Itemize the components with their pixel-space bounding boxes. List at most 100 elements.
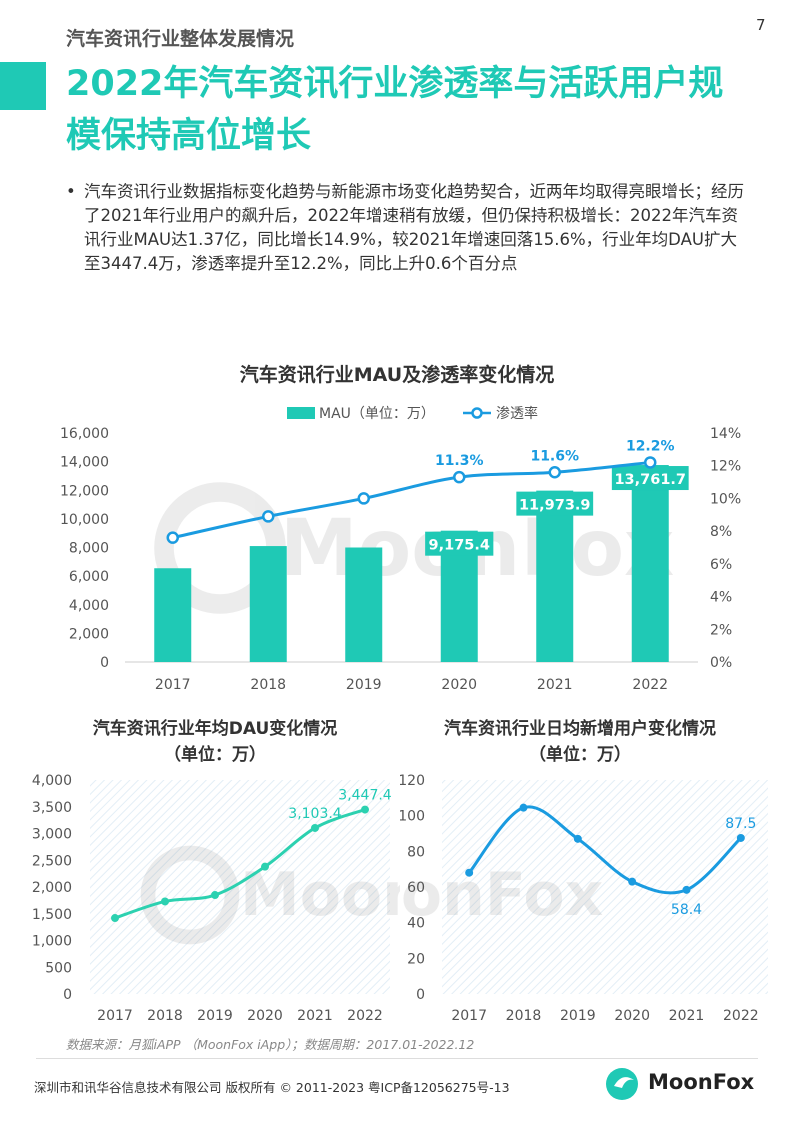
mau-data-label: 11,973.9 bbox=[519, 498, 591, 514]
chart-title-dau-main: 汽车资讯行业年均DAU变化情况 bbox=[92, 719, 338, 739]
summary-bullet: • 汽车资讯行业数据指标变化趋势与新能源市场变化趋势契合，近两年均取得亮眼增长；… bbox=[66, 180, 746, 276]
data-source-note: 数据来源：月狐iAPP （MoonFox iApp）；数据周期：2017.01-… bbox=[66, 1037, 475, 1052]
x-tick-label: 2020 bbox=[247, 1008, 283, 1024]
moonfox-watermark: MoonFox bbox=[140, 845, 400, 945]
summary-text: 汽车资讯行业数据指标变化趋势与新能源市场变化趋势契合，近两年均取得亮眼增长；经历… bbox=[84, 182, 744, 273]
series-point bbox=[211, 891, 219, 900]
penetration-point bbox=[357, 492, 370, 505]
series-data-label: 3,103.4 bbox=[288, 806, 342, 822]
y-left-tick-label: 2,000 bbox=[69, 626, 109, 642]
y-right-tick-label: 4% bbox=[710, 590, 732, 606]
legend-marker-penetration bbox=[471, 407, 483, 419]
mau-bar bbox=[536, 490, 574, 662]
y-tick-label: 40 bbox=[407, 916, 425, 932]
y-tick-label: 100 bbox=[400, 809, 425, 825]
legend-label-mau: MAU（单位：万） bbox=[319, 406, 435, 422]
y-left-tick-label: 8,000 bbox=[69, 541, 109, 557]
y-tick-label: 500 bbox=[45, 960, 72, 976]
mau-penetration-chart: MoonFox MAU（单位：万） 渗透率 0 2,000 4,000 6,000 8,000… bbox=[60, 405, 741, 693]
y-tick-label: 3,000 bbox=[32, 827, 72, 843]
plot-background bbox=[442, 780, 768, 994]
penetration-point bbox=[262, 510, 275, 523]
page-title: 2022年汽车资讯行业渗透率与活跃用户规模保持高位增长 bbox=[66, 64, 724, 156]
y-right-tick-label: 2% bbox=[710, 622, 732, 638]
accent-bar bbox=[0, 62, 46, 110]
y-left-tick-label: 10,000 bbox=[60, 512, 109, 528]
series-point bbox=[682, 885, 691, 894]
mau-data-label: 13,761.7 bbox=[614, 472, 686, 488]
y-tick-label: 0 bbox=[63, 987, 72, 1003]
moonfox-watermark: MoonFox bbox=[154, 482, 674, 614]
x-tick-label: 2018 bbox=[506, 1008, 542, 1024]
x-tick-label: 2022 bbox=[347, 1008, 383, 1024]
y-left-tick-label: 4,000 bbox=[69, 598, 109, 614]
y-tick-label: 2,500 bbox=[32, 853, 72, 869]
watermark-text: MoonFox bbox=[400, 860, 603, 930]
x-tick-label: 2017 bbox=[97, 1008, 133, 1024]
dau-chart: MoonFox 0 500 1,000 1,500 2,000 2,500 3,000 3,50… bbox=[32, 773, 400, 1024]
y-tick-label: 1,000 bbox=[32, 934, 72, 950]
series-data-label: 87.5 bbox=[725, 816, 756, 832]
series-point bbox=[628, 877, 637, 886]
y-right-tick-label: 8% bbox=[710, 524, 732, 540]
penetration-point bbox=[548, 466, 561, 479]
y-tick-label: 2,000 bbox=[32, 880, 72, 896]
mau-data-label: 9,175.4 bbox=[429, 538, 490, 554]
series-point bbox=[261, 862, 269, 871]
plot-background bbox=[90, 780, 390, 994]
moonfox-logo: MoonFox bbox=[604, 1066, 764, 1102]
series-line bbox=[114, 808, 366, 920]
x-tick-label: 2020 bbox=[441, 677, 477, 693]
y-left-tick-label: 12,000 bbox=[60, 483, 109, 499]
y-tick-label: 20 bbox=[407, 951, 425, 967]
chart-title-dau: 汽车资讯行业年均DAU变化情况 （单位：万） bbox=[20, 716, 410, 768]
chart-title-new-users-main: 汽车资讯行业日均新增用户变化情况 bbox=[444, 719, 716, 739]
watermark-logo-icon bbox=[140, 845, 240, 945]
mau-data-label-bg bbox=[516, 491, 594, 516]
x-tick-label: 2019 bbox=[346, 677, 382, 693]
series-point bbox=[111, 914, 119, 923]
x-tick-label: 2018 bbox=[147, 1008, 183, 1024]
y-right-tick-label: 6% bbox=[710, 557, 732, 573]
penetration-line bbox=[172, 460, 651, 540]
series-point bbox=[519, 803, 528, 812]
x-tick-label: 2018 bbox=[250, 677, 286, 693]
moonfox-logo-icon bbox=[606, 1068, 638, 1100]
moonfox-logo-text: MoonFox bbox=[648, 1070, 755, 1094]
y-left-tick-label: 14,000 bbox=[60, 455, 109, 471]
y-tick-label: 3,500 bbox=[32, 800, 72, 816]
new-users-chart: MoonFox 0 20 40 60 80 100 120 2017 2018 2019 2020 20… bbox=[400, 773, 768, 1024]
x-tick-label: 2017 bbox=[451, 1008, 487, 1024]
bullet-dot: • bbox=[66, 182, 76, 201]
penetration-data-label: 11.3% bbox=[435, 453, 484, 469]
y-tick-label: 60 bbox=[407, 880, 425, 896]
series-point bbox=[465, 868, 474, 877]
mau-bar bbox=[631, 465, 669, 662]
x-tick-label: 2021 bbox=[669, 1008, 705, 1024]
x-tick-label: 2019 bbox=[560, 1008, 596, 1024]
watermark-text: MoonFox bbox=[240, 860, 400, 930]
series-point bbox=[573, 834, 582, 843]
chart-title-mau: 汽车资讯行业MAU及渗透率变化情况 bbox=[239, 364, 555, 386]
chart-title-new-users: 汽车资讯行业日均新增用户变化情况 （单位：万） bbox=[400, 716, 760, 768]
y-right-tick-label: 10% bbox=[710, 491, 741, 507]
series-point bbox=[311, 823, 319, 832]
x-tick-label: 2021 bbox=[297, 1008, 333, 1024]
mau-data-label-bg bbox=[611, 466, 689, 491]
series-point bbox=[161, 897, 169, 906]
series-data-label: 3,447.4 bbox=[338, 788, 392, 804]
copyright-text: 深圳市和讯华谷信息技术有限公司 版权所有 © 2011-2023 粤ICP备12… bbox=[34, 1080, 510, 1095]
page-number: 7 bbox=[756, 16, 766, 34]
mau-bar bbox=[154, 568, 192, 662]
y-tick-label: 120 bbox=[400, 773, 425, 789]
penetration-data-label: 11.6% bbox=[530, 448, 579, 464]
mau-bar bbox=[345, 547, 383, 662]
series-line bbox=[467, 805, 742, 895]
x-tick-label: 2019 bbox=[197, 1008, 233, 1024]
x-tick-label: 2017 bbox=[155, 677, 191, 693]
series-data-label: 58.4 bbox=[671, 902, 702, 918]
penetration-data-label: 12.2% bbox=[626, 438, 675, 454]
y-tick-label: 80 bbox=[407, 844, 425, 860]
x-tick-label: 2022 bbox=[632, 677, 668, 693]
y-left-tick-label: 16,000 bbox=[60, 426, 109, 442]
